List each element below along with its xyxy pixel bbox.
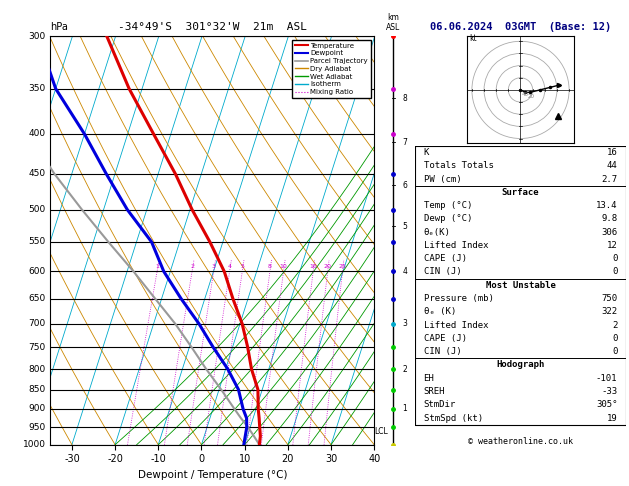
Text: 0: 0 <box>612 267 618 277</box>
Text: -101: -101 <box>596 374 618 383</box>
Text: 1: 1 <box>155 264 159 269</box>
Text: 12: 12 <box>607 241 618 250</box>
Text: 13.4: 13.4 <box>596 201 618 210</box>
Text: 3: 3 <box>212 264 216 269</box>
Text: 7: 7 <box>403 138 408 147</box>
Text: CIN (J): CIN (J) <box>423 267 461 277</box>
Text: 0: 0 <box>612 334 618 343</box>
Text: 300: 300 <box>28 32 45 41</box>
Text: 750: 750 <box>601 294 618 303</box>
Text: 322: 322 <box>601 307 618 316</box>
Text: 350: 350 <box>28 84 45 93</box>
Text: Most Unstable: Most Unstable <box>486 281 555 290</box>
Text: 4: 4 <box>403 267 408 276</box>
Text: 25: 25 <box>338 264 347 269</box>
Text: LCL: LCL <box>375 427 388 436</box>
Text: 900: 900 <box>28 404 45 414</box>
Text: 700: 700 <box>28 319 45 328</box>
Text: 0: 0 <box>612 254 618 263</box>
Text: 305°: 305° <box>596 400 618 409</box>
Text: CIN (J): CIN (J) <box>423 347 461 356</box>
Text: 4: 4 <box>228 264 231 269</box>
Text: 1: 1 <box>403 404 408 414</box>
Text: 3: 3 <box>403 319 408 328</box>
Text: -34°49'S  301°32'W  21m  ASL: -34°49'S 301°32'W 21m ASL <box>118 21 307 32</box>
Text: 306: 306 <box>601 227 618 237</box>
Text: 20: 20 <box>528 94 535 100</box>
Text: 750: 750 <box>28 343 45 352</box>
Text: 500: 500 <box>28 205 45 214</box>
Text: 16: 16 <box>607 148 618 157</box>
Text: Surface: Surface <box>502 188 539 197</box>
Text: StmSpd (kt): StmSpd (kt) <box>423 414 482 423</box>
Text: 400: 400 <box>28 129 45 139</box>
Text: 2.7: 2.7 <box>601 174 618 184</box>
Text: 9.8: 9.8 <box>601 214 618 224</box>
Text: 0: 0 <box>612 347 618 356</box>
Text: EH: EH <box>423 374 434 383</box>
Text: 450: 450 <box>28 170 45 178</box>
Text: Pressure (mb): Pressure (mb) <box>423 294 493 303</box>
Text: hPa: hPa <box>50 21 68 32</box>
Text: © weatheronline.co.uk: © weatheronline.co.uk <box>468 437 573 446</box>
Text: 10: 10 <box>280 264 287 269</box>
Text: 600: 600 <box>28 267 45 276</box>
Text: 44: 44 <box>607 161 618 170</box>
Text: 8: 8 <box>403 94 408 103</box>
Text: Dewp (°C): Dewp (°C) <box>423 214 472 224</box>
Text: 2: 2 <box>190 264 194 269</box>
Text: Hodograph: Hodograph <box>496 361 545 369</box>
Text: θₑ (K): θₑ (K) <box>423 307 456 316</box>
Text: 1000: 1000 <box>23 440 45 449</box>
Text: 8: 8 <box>268 264 272 269</box>
Text: kt: kt <box>469 35 477 43</box>
Text: -33: -33 <box>601 387 618 396</box>
Text: CAPE (J): CAPE (J) <box>423 254 467 263</box>
Text: Totals Totals: Totals Totals <box>423 161 493 170</box>
Text: 19: 19 <box>607 414 618 423</box>
Text: Lifted Index: Lifted Index <box>423 321 488 330</box>
Text: StmDir: StmDir <box>423 400 456 409</box>
X-axis label: Dewpoint / Temperature (°C): Dewpoint / Temperature (°C) <box>138 470 287 480</box>
Text: 800: 800 <box>28 364 45 374</box>
Text: 20: 20 <box>324 264 331 269</box>
Text: K: K <box>423 148 429 157</box>
Text: 850: 850 <box>28 385 45 394</box>
Text: Temp (°C): Temp (°C) <box>423 201 472 210</box>
Text: 950: 950 <box>28 423 45 432</box>
Text: 6: 6 <box>403 181 408 190</box>
Text: 650: 650 <box>28 294 45 303</box>
Text: CAPE (J): CAPE (J) <box>423 334 467 343</box>
Text: km
ASL: km ASL <box>386 13 400 33</box>
Text: SREH: SREH <box>423 387 445 396</box>
Text: 5: 5 <box>403 222 408 231</box>
Text: 2: 2 <box>612 321 618 330</box>
Text: 16: 16 <box>309 264 317 269</box>
Text: Lifted Index: Lifted Index <box>423 241 488 250</box>
Legend: Temperature, Dewpoint, Parcel Trajectory, Dry Adiabat, Wet Adiabat, Isotherm, Mi: Temperature, Dewpoint, Parcel Trajectory… <box>292 40 370 98</box>
Text: 2: 2 <box>403 364 408 374</box>
Text: θₑ(K): θₑ(K) <box>423 227 450 237</box>
Text: 06.06.2024  03GMT  (Base: 12): 06.06.2024 03GMT (Base: 12) <box>430 21 611 32</box>
Text: 40: 40 <box>521 92 528 97</box>
Text: 5: 5 <box>240 264 244 269</box>
Text: Mixing Ratio (g/kg): Mixing Ratio (g/kg) <box>420 204 429 277</box>
Text: 550: 550 <box>28 238 45 246</box>
Text: PW (cm): PW (cm) <box>423 174 461 184</box>
